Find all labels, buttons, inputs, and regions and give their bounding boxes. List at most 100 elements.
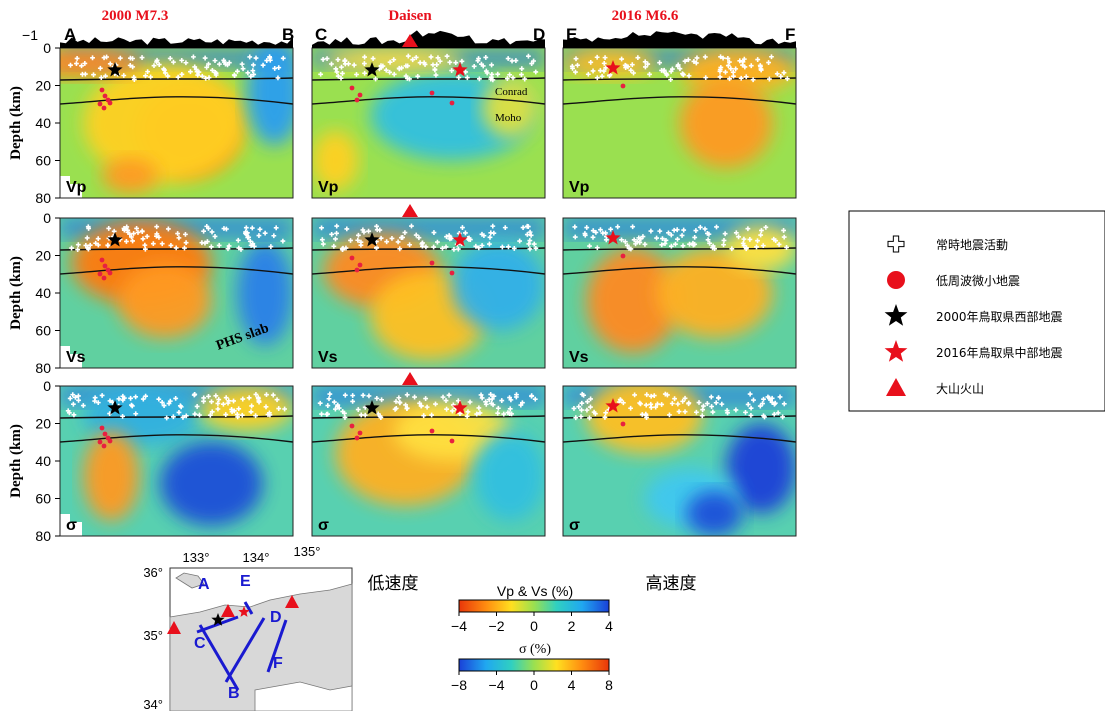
seismicity-cross xyxy=(74,61,79,66)
seismicity-cross xyxy=(199,73,205,79)
seismicity-cross xyxy=(374,245,379,251)
seismicity-cross xyxy=(335,57,341,63)
seismicity-cross xyxy=(249,225,255,231)
lfe-circle xyxy=(349,85,355,91)
seismicity-cross xyxy=(720,55,726,61)
velocity-anomaly xyxy=(118,263,212,338)
seismicity-cross xyxy=(183,231,188,237)
seismicity-cross xyxy=(642,59,648,65)
map-line-label: A xyxy=(198,576,210,593)
seismicity-cross xyxy=(526,53,531,59)
seismicity-cross xyxy=(125,229,131,235)
seismicity-cross xyxy=(226,60,232,66)
seismicity-cross xyxy=(502,225,508,231)
velocity-anomaly xyxy=(726,423,796,514)
moho-line xyxy=(60,434,293,443)
seismicity-cross xyxy=(251,72,257,77)
seismicity-cross xyxy=(176,410,182,415)
seismicity-cross xyxy=(463,69,469,75)
seismicity-cross xyxy=(110,234,116,239)
seismicity-cross xyxy=(645,61,651,67)
velocity-colorbar xyxy=(458,599,610,613)
seismicity-cross xyxy=(509,58,515,64)
seismicity-cross xyxy=(686,73,692,79)
seismicity-cross xyxy=(463,230,468,236)
cross-section-panel xyxy=(59,217,294,369)
seismicity-cross xyxy=(192,411,198,417)
seismicity-cross xyxy=(350,393,356,398)
seismicity-cross xyxy=(506,244,511,250)
row-label: Vp xyxy=(318,179,339,196)
seismicity-cross xyxy=(387,59,393,65)
row-label: σ xyxy=(66,517,77,534)
cross-section-panel xyxy=(311,385,546,537)
seismicity-cross xyxy=(183,413,189,419)
seismicity-cross xyxy=(216,243,222,248)
seismicity-cross xyxy=(733,407,739,413)
seismicity-cross xyxy=(358,242,364,248)
seismicity-cross xyxy=(603,237,609,243)
seismicity-cross xyxy=(501,411,507,417)
seismicity-cross xyxy=(150,241,156,247)
seismicity-cross xyxy=(491,393,497,399)
seismicity-cross xyxy=(601,68,607,74)
depth-tick-label: 40 xyxy=(35,453,51,469)
seismicity-cross xyxy=(393,405,399,411)
seismicity-cross xyxy=(250,68,256,74)
seismicity-cross xyxy=(203,75,209,81)
seismicity-cross xyxy=(374,395,380,401)
masked-area xyxy=(60,514,82,536)
seismicity-cross xyxy=(518,402,524,408)
seismicity-cross xyxy=(133,411,139,417)
sigma-colorbar xyxy=(458,658,610,672)
velocity-colorbar-tick-label: −2 xyxy=(489,618,505,634)
seismicity-cross xyxy=(592,411,598,417)
seismicity-cross xyxy=(747,237,753,242)
seismicity-cross xyxy=(360,392,366,398)
seismicity-cross xyxy=(644,392,650,398)
seismicity-cross xyxy=(674,227,680,233)
seismicity-cross xyxy=(355,407,361,412)
seismicity-cross xyxy=(533,69,539,75)
seismicity-cross xyxy=(112,71,118,77)
seismicity-cross xyxy=(139,229,145,234)
seismicity-cross xyxy=(519,400,525,406)
low-velocity-label: 低速度 xyxy=(368,574,419,594)
velocity-anomaly xyxy=(482,78,539,138)
lfe-circle xyxy=(449,100,455,106)
seismicity-cross xyxy=(733,230,739,236)
seismicity-cross xyxy=(726,59,732,65)
map-2016-star xyxy=(238,606,250,617)
seismicity-cross xyxy=(156,234,162,240)
red-triangle-icon xyxy=(886,378,906,396)
line-c-d xyxy=(196,615,239,634)
seismicity-cross xyxy=(490,223,496,229)
seismicity-cross xyxy=(594,75,600,81)
seismicity-cross xyxy=(377,227,383,233)
seismicity-cross xyxy=(246,395,252,401)
seismicity-cross xyxy=(571,406,577,411)
seismicity-cross xyxy=(162,70,168,76)
seismicity-cross xyxy=(395,239,401,245)
legend-item-label: 大山火山 xyxy=(936,382,984,396)
seismicity-cross xyxy=(761,413,766,419)
seismicity-cross xyxy=(434,62,440,68)
seismicity-cross xyxy=(334,403,340,409)
row-label: Vp xyxy=(569,179,590,196)
seismicity-cross xyxy=(83,243,89,248)
seismicity-cross xyxy=(180,414,186,420)
mainshock-2000-star xyxy=(107,400,123,415)
seismicity-cross xyxy=(346,61,351,67)
seismicity-cross xyxy=(576,404,582,410)
seismicity-cross xyxy=(370,56,376,61)
seismicity-cross xyxy=(205,239,210,244)
lfe-circle xyxy=(101,105,107,111)
seismicity-cross xyxy=(519,72,524,78)
seismicity-cross xyxy=(620,400,626,406)
seismicity-cross xyxy=(708,394,714,400)
seismicity-cross xyxy=(412,394,417,400)
seismicity-cross xyxy=(475,58,481,64)
seismicity-cross xyxy=(638,401,643,407)
cross-section-panel xyxy=(59,385,294,537)
